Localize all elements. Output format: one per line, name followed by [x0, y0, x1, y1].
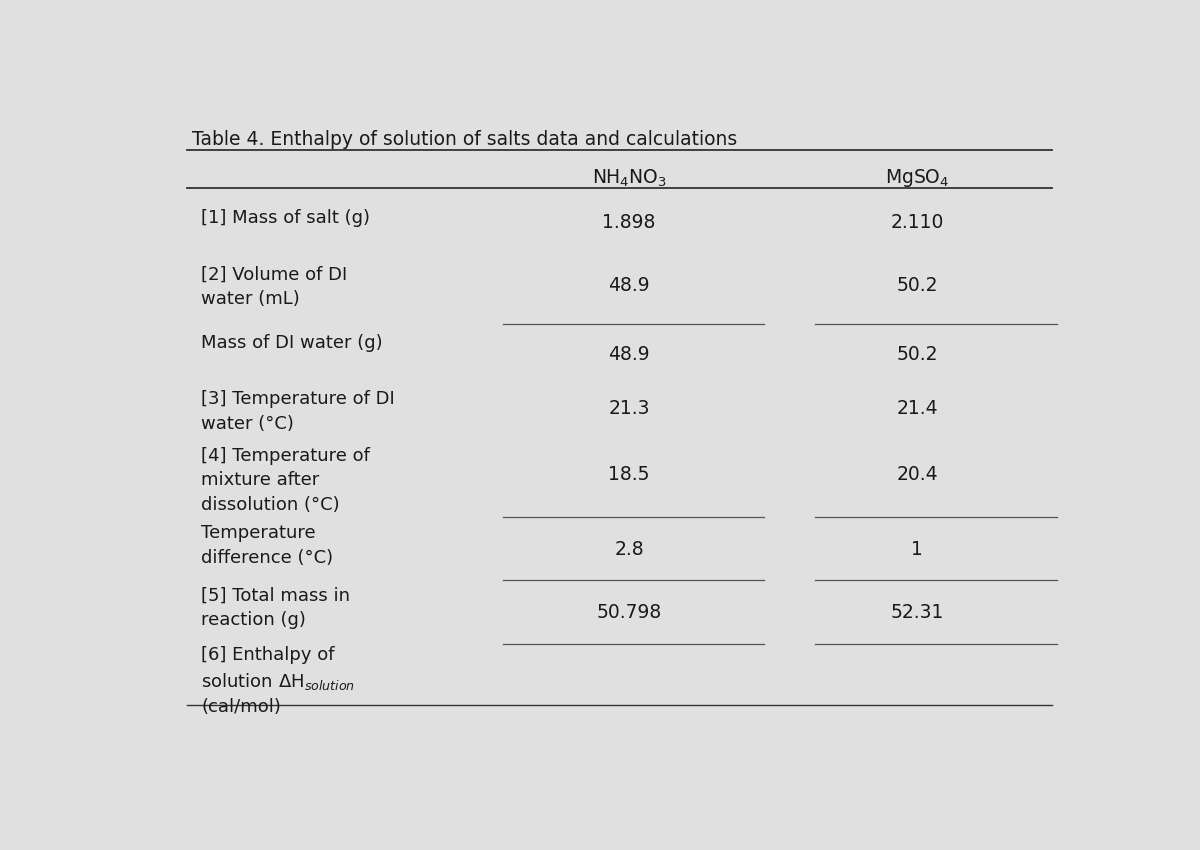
Text: [5] Total mass in
reaction (g): [5] Total mass in reaction (g)	[202, 586, 350, 629]
Text: Table 4. Enthalpy of solution of salts data and calculations: Table 4. Enthalpy of solution of salts d…	[192, 130, 737, 149]
Text: 52.31: 52.31	[890, 604, 944, 622]
Text: 50.2: 50.2	[896, 275, 938, 295]
Text: [3] Temperature of DI
water (°C): [3] Temperature of DI water (°C)	[202, 390, 395, 433]
Text: 21.4: 21.4	[896, 399, 938, 418]
Text: 50.2: 50.2	[896, 345, 938, 365]
Text: 50.798: 50.798	[596, 604, 661, 622]
Text: 18.5: 18.5	[608, 466, 649, 484]
Text: [2] Volume of DI
water (mL): [2] Volume of DI water (mL)	[202, 266, 348, 308]
Text: Mass of DI water (g): Mass of DI water (g)	[202, 334, 383, 353]
Text: [4] Temperature of
mixture after
dissolution (°C): [4] Temperature of mixture after dissolu…	[202, 447, 370, 513]
Text: 21.3: 21.3	[608, 399, 649, 418]
Text: MgSO$_4$: MgSO$_4$	[884, 167, 949, 190]
Text: 2.8: 2.8	[614, 541, 643, 559]
Text: [1] Mass of salt (g): [1] Mass of salt (g)	[202, 209, 370, 227]
Text: 1.898: 1.898	[602, 213, 655, 232]
Text: [6] Enthalpy of
solution ΔH$_{solution}$
(cal/mol): [6] Enthalpy of solution ΔH$_{solution}$…	[202, 646, 355, 717]
Text: 2.110: 2.110	[890, 213, 944, 232]
Text: Temperature
difference (°C): Temperature difference (°C)	[202, 524, 334, 566]
Text: 48.9: 48.9	[608, 275, 649, 295]
Text: 20.4: 20.4	[896, 466, 938, 484]
Text: 48.9: 48.9	[608, 345, 649, 365]
Text: NH$_4$NO$_3$: NH$_4$NO$_3$	[592, 167, 666, 189]
Text: 1: 1	[911, 541, 923, 559]
